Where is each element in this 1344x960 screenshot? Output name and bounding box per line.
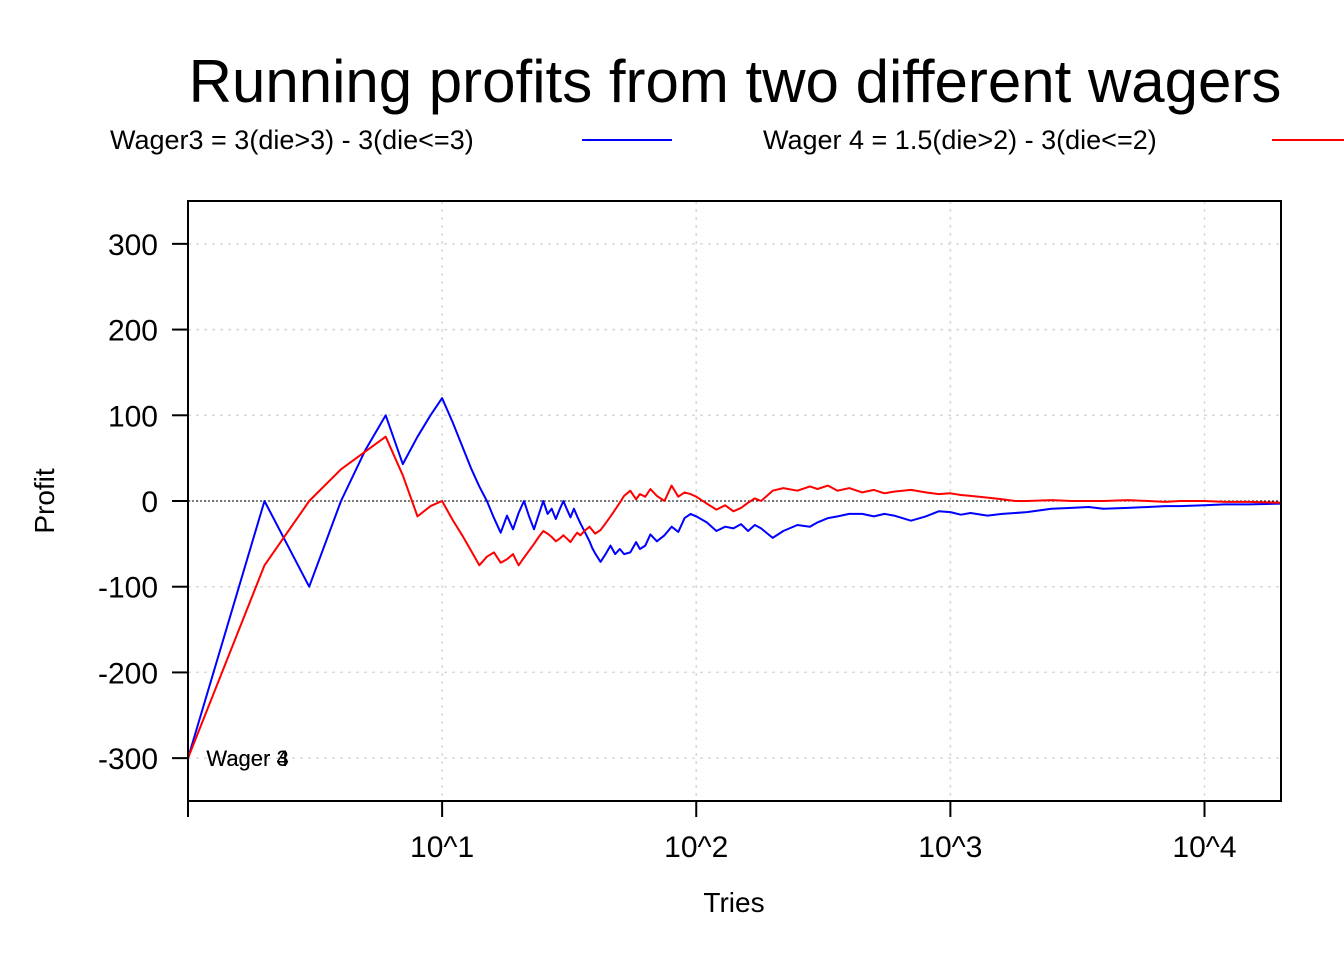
y-axis: 300 200 100 0 -100 -200 -300	[98, 229, 188, 776]
y-tick-label: 200	[108, 315, 158, 348]
series-line-wager4	[187, 435, 1282, 759]
legend: Wager3 = 3(die>3) - 3(die<=3) Wager 4 = …	[110, 125, 1344, 155]
y-tick-label: 100	[108, 400, 158, 433]
legend-label-wager4: Wager 4 = 1.5(die>2) - 3(die<=2)	[763, 125, 1157, 155]
annotation-label-2: Wager 4	[206, 746, 288, 771]
series-group	[187, 397, 1282, 759]
y-tick-label: -100	[98, 572, 158, 605]
y-tick-label: -200	[98, 657, 158, 690]
legend-label-wager3: Wager3 = 3(die>3) - 3(die<=3)	[110, 125, 474, 155]
grid	[188, 201, 1281, 801]
x-tick-label: 10^2	[664, 831, 728, 864]
y-tick-label: 300	[108, 229, 158, 262]
y-tick-label: 0	[141, 486, 158, 519]
series-line-wager3	[187, 397, 1282, 759]
chart-title: Running profits from two different wager…	[189, 48, 1282, 115]
x-axis-title: Tries	[703, 887, 764, 918]
y-axis-title: Profit	[29, 468, 60, 534]
x-axis: 10^1 10^2 10^3 10^4	[187, 801, 1237, 864]
x-tick-label: 10^4	[1172, 831, 1236, 864]
x-tick-label: 10^1	[410, 831, 474, 864]
x-tick-label: 10^3	[918, 831, 982, 864]
annotation-label-1: Wager 3	[206, 746, 288, 771]
y-tick-label: -300	[98, 743, 158, 776]
